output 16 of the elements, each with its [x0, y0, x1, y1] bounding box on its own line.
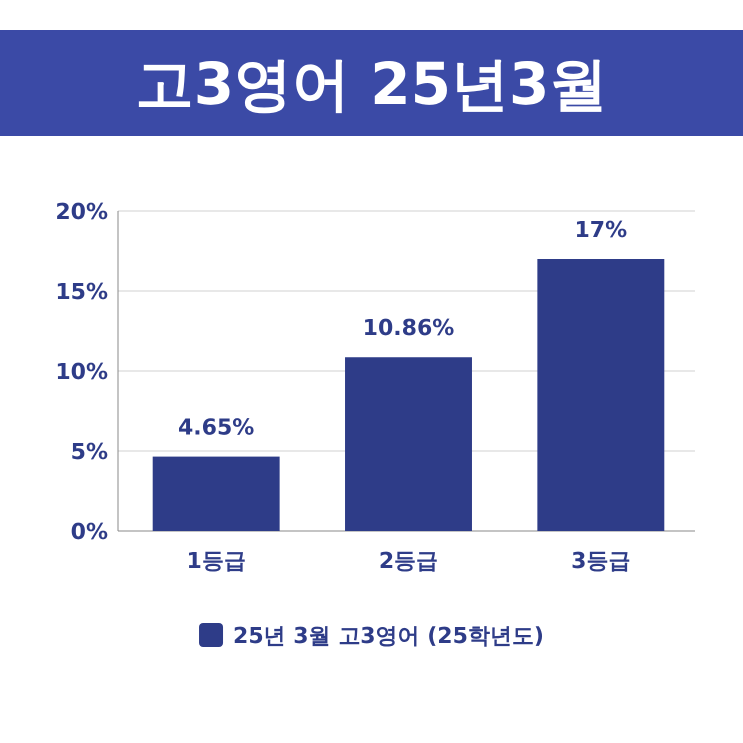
data-label: 4.65%	[178, 416, 254, 441]
y-tick-label: 15%	[55, 280, 108, 305]
x-tick-label: 2등급	[378, 549, 438, 574]
y-tick-label: 0%	[70, 520, 108, 545]
y-tick-label: 5%	[70, 440, 108, 465]
x-tick-label: 1등급	[186, 549, 246, 574]
bar	[152, 456, 280, 531]
bar	[345, 357, 472, 531]
bar	[537, 259, 664, 531]
legend-label: 25년 3월 고3영어 (25학년도)	[233, 624, 544, 649]
chart-title: 고3영어 25년3월	[136, 50, 608, 118]
data-label: 10.86%	[362, 316, 454, 342]
x-tick-label: 3등급	[571, 549, 630, 574]
data-label: 17%	[574, 218, 628, 243]
y-tick-label: 10%	[55, 360, 108, 385]
y-tick-label: 20%	[55, 200, 108, 225]
